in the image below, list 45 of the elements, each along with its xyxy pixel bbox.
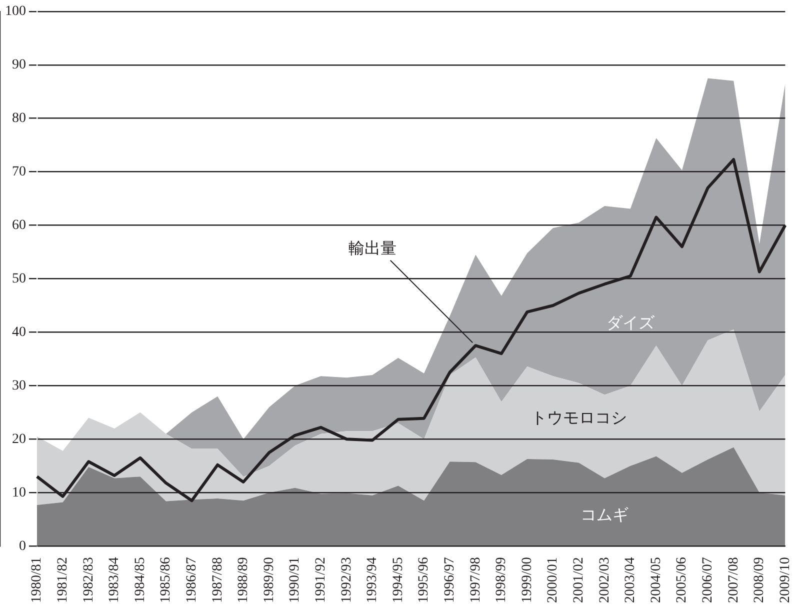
y-tick-label: 0 bbox=[19, 538, 26, 554]
x-tick-label: 1990/91 bbox=[288, 557, 303, 603]
x-tick-label: 2007/08 bbox=[726, 557, 742, 603]
x-tick-label: 1985/86 bbox=[158, 557, 174, 603]
x-tick-label: 1986/87 bbox=[184, 557, 200, 603]
x-tick-label: 1980/81 bbox=[30, 557, 45, 603]
series-label: ダイズ bbox=[606, 314, 656, 332]
x-tick-label: 1999/00 bbox=[520, 557, 535, 603]
x-tick-label: 1984/85 bbox=[132, 557, 148, 603]
x-tick-label: 2008/09 bbox=[752, 557, 768, 603]
x-tick-label: 2009/10 bbox=[778, 557, 793, 603]
y-tick-label: 90 bbox=[12, 58, 26, 73]
x-tick-label: 1994/95 bbox=[390, 557, 406, 603]
y-tick-label: 60 bbox=[12, 218, 26, 233]
x-tick-label: 2001/02 bbox=[571, 557, 586, 603]
x-tick-label: 1992/93 bbox=[339, 557, 354, 603]
x-tick-label: 1981/82 bbox=[55, 557, 70, 603]
x-tick-label: 2006/07 bbox=[700, 557, 716, 603]
x-tick-label: 1989/90 bbox=[262, 557, 277, 603]
x-tick-label: 1998/99 bbox=[494, 557, 510, 603]
series-label: トウモロコシ bbox=[530, 410, 627, 428]
x-tick-label: 2003/04 bbox=[623, 557, 638, 603]
y-tick-label: 30 bbox=[12, 378, 26, 394]
x-tick-label: 1997/98 bbox=[468, 557, 484, 603]
x-tick-label: 1996/97 bbox=[442, 557, 458, 603]
y-tick-label: 20 bbox=[12, 432, 26, 447]
x-tick-label: 2000/01 bbox=[546, 557, 561, 603]
y-tick-label: 80 bbox=[12, 111, 26, 126]
y-tick-label: 70 bbox=[12, 164, 26, 180]
x-tick-label: 1995/96 bbox=[416, 557, 432, 603]
y-tick-label: 50 bbox=[12, 271, 26, 286]
x-tick-label: 1988/89 bbox=[236, 557, 252, 603]
x-tick-label: 1982/83 bbox=[81, 557, 96, 603]
x-tick-label: 2002/03 bbox=[597, 557, 612, 603]
x-tick-label: 1983/84 bbox=[107, 557, 122, 603]
x-tick-label: 1993/94 bbox=[365, 557, 380, 603]
y-tick-label: 40 bbox=[12, 324, 26, 340]
x-tick-label: 2004/05 bbox=[648, 557, 664, 603]
x-tick-label: 1987/88 bbox=[210, 557, 226, 603]
text: 輸出量 bbox=[348, 240, 396, 258]
x-tick-label: 2005/06 bbox=[674, 557, 690, 603]
y-tick-label: 10 bbox=[12, 485, 26, 500]
series-label: コムギ bbox=[580, 506, 629, 524]
y-tick-label: 100 bbox=[5, 4, 26, 20]
x-tick-label: 1991/92 bbox=[313, 557, 328, 603]
